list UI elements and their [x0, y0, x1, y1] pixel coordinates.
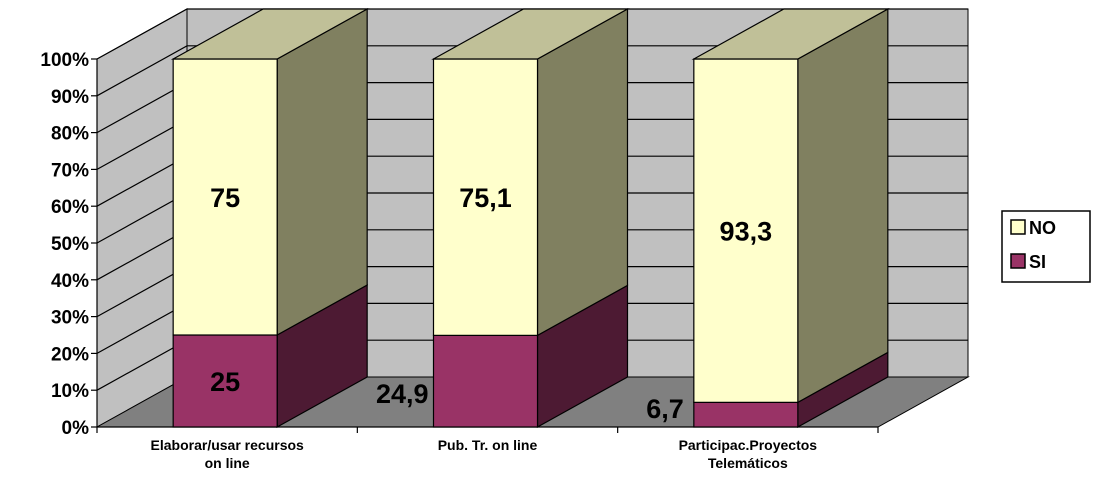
- data-label-si: 6,7: [646, 394, 684, 424]
- y-tick-label: 10%: [51, 381, 89, 402]
- y-tick-label: 0%: [62, 418, 90, 439]
- bar-top-no: [170, 8, 370, 60]
- x-category-label-line: Elaborar/usar recursos: [151, 437, 305, 453]
- y-tick-label: 20%: [51, 344, 89, 365]
- x-category-label-line: Participac.Proyectos: [679, 437, 818, 453]
- y-tick-label: 80%: [51, 124, 89, 145]
- bar-si: [693, 401, 799, 428]
- y-tick-label: 40%: [51, 271, 89, 292]
- bar-no: [432, 58, 539, 336]
- gridline: [96, 45, 968, 97]
- y-tick-label: 100%: [40, 50, 89, 71]
- data-label-no: 75: [210, 183, 240, 213]
- legend-swatch-no: [1010, 219, 1026, 235]
- bar-top-no: [691, 8, 891, 60]
- x-category-label: Participac.Proyectos Telemáticos: [679, 437, 818, 471]
- bar-side-no: [536, 7, 629, 337]
- legend-swatch-si: [1010, 253, 1026, 269]
- y-tick-label: 90%: [51, 87, 89, 108]
- bar-side-no: [797, 7, 889, 404]
- y-tick-label: 60%: [51, 197, 89, 218]
- data-label-no: 75,1: [459, 183, 512, 213]
- bar-side-no: [276, 7, 368, 337]
- bar-no: [172, 58, 278, 336]
- data-label-si: 25: [210, 367, 240, 397]
- y-tick-label: 70%: [51, 160, 89, 181]
- x-category-label: Pub. Tr. on line: [438, 437, 538, 453]
- legend: NO SI: [1001, 210, 1091, 283]
- x-category-label-line: Pub. Tr. on line: [438, 437, 538, 453]
- y-axis: 0% 10% 20% 30% 40% 50% 60% 70% 80% 90% 100%: [40, 50, 98, 439]
- y-tick-label: 30%: [51, 308, 89, 329]
- bar-top-no: [431, 8, 630, 60]
- data-labels: 75 25 75,1 24,9 93,3 6,7: [210, 183, 772, 424]
- y-tick-label: 50%: [51, 234, 89, 255]
- x-category-label: Elaborar/usar recursos on line: [151, 437, 305, 471]
- bars: [170, 7, 891, 429]
- legend-label-si: SI: [1029, 252, 1046, 272]
- data-label-no: 93,3: [720, 217, 773, 247]
- data-label-si: 24,9: [376, 379, 429, 409]
- x-axis: Elaborar/usar recursos on line Pub. Tr. on…: [96, 426, 879, 471]
- bar-no: [693, 58, 799, 403]
- gridline: [96, 8, 968, 60]
- bar-si: [432, 334, 539, 428]
- x-category-label-line: Telemáticos: [708, 455, 788, 471]
- x-category-label-line: on line: [205, 455, 250, 471]
- legend-label-no: NO: [1029, 218, 1056, 238]
